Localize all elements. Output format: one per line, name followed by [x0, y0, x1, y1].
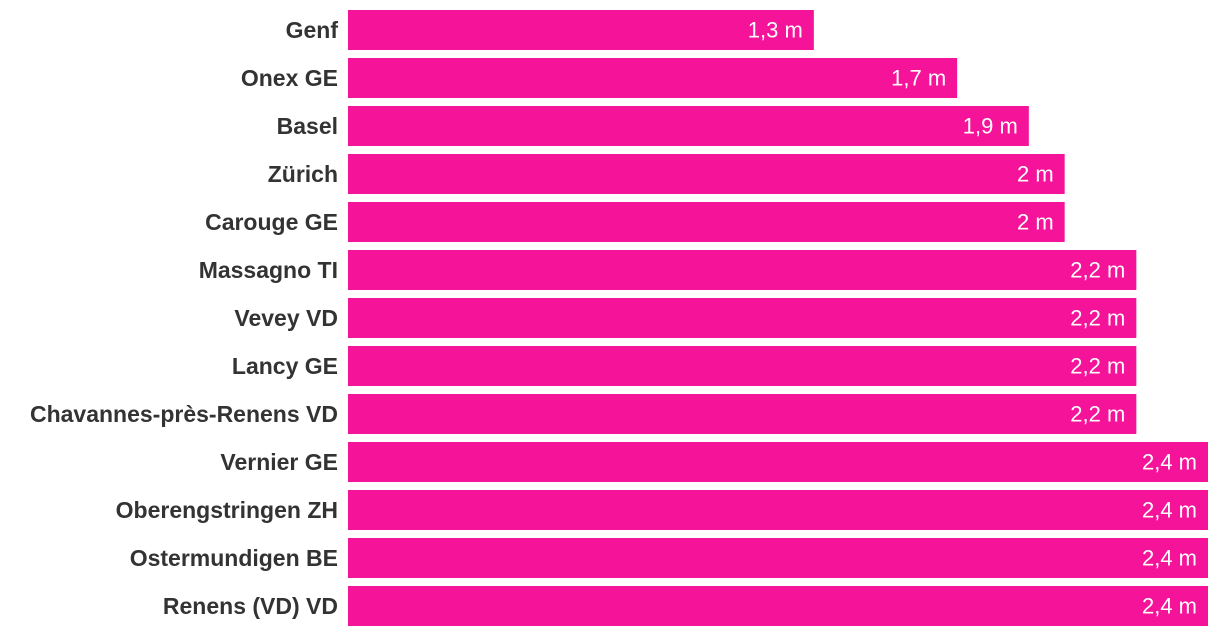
bar: [348, 298, 1137, 338]
category-label: Lancy GE: [232, 353, 338, 379]
category-label: Ostermundigen BE: [130, 545, 338, 571]
category-label: Carouge GE: [205, 209, 338, 235]
data-label: 1,7 m: [891, 66, 946, 91]
category-label: Oberengstringen ZH: [116, 497, 338, 523]
data-label: 2,2 m: [1070, 354, 1125, 379]
bar: [348, 394, 1137, 434]
bar: [348, 442, 1208, 482]
data-label: 1,9 m: [963, 114, 1018, 139]
bar: [348, 202, 1065, 242]
category-label: Massagno TI: [199, 257, 338, 283]
data-label: 2,4 m: [1142, 546, 1197, 571]
bar: [348, 58, 958, 98]
category-label: Renens (VD) VD: [163, 593, 338, 619]
category-label: Zürich: [268, 161, 338, 187]
data-label: 1,3 m: [748, 18, 803, 43]
bar: [348, 154, 1065, 194]
data-label: 2 m: [1017, 162, 1054, 187]
category-label: Genf: [286, 17, 339, 43]
data-label: 2,4 m: [1142, 498, 1197, 523]
data-label: 2,2 m: [1070, 402, 1125, 427]
bar: [348, 346, 1137, 386]
data-label: 2,4 m: [1142, 450, 1197, 475]
bar: [348, 250, 1137, 290]
category-label: Vevey VD: [234, 305, 338, 331]
data-label: 2 m: [1017, 210, 1054, 235]
bar: [348, 490, 1208, 530]
bar: [348, 586, 1208, 626]
data-label: 2,2 m: [1070, 306, 1125, 331]
data-label: 2,2 m: [1070, 258, 1125, 283]
category-label: Onex GE: [241, 65, 338, 91]
category-label: Chavannes-près-Renens VD: [30, 401, 338, 427]
bar: [348, 106, 1029, 146]
category-label: Basel: [277, 113, 338, 139]
data-label: 2,4 m: [1142, 594, 1197, 619]
category-label: Vernier GE: [220, 449, 338, 475]
bar: [348, 10, 814, 50]
bar: [348, 538, 1208, 578]
